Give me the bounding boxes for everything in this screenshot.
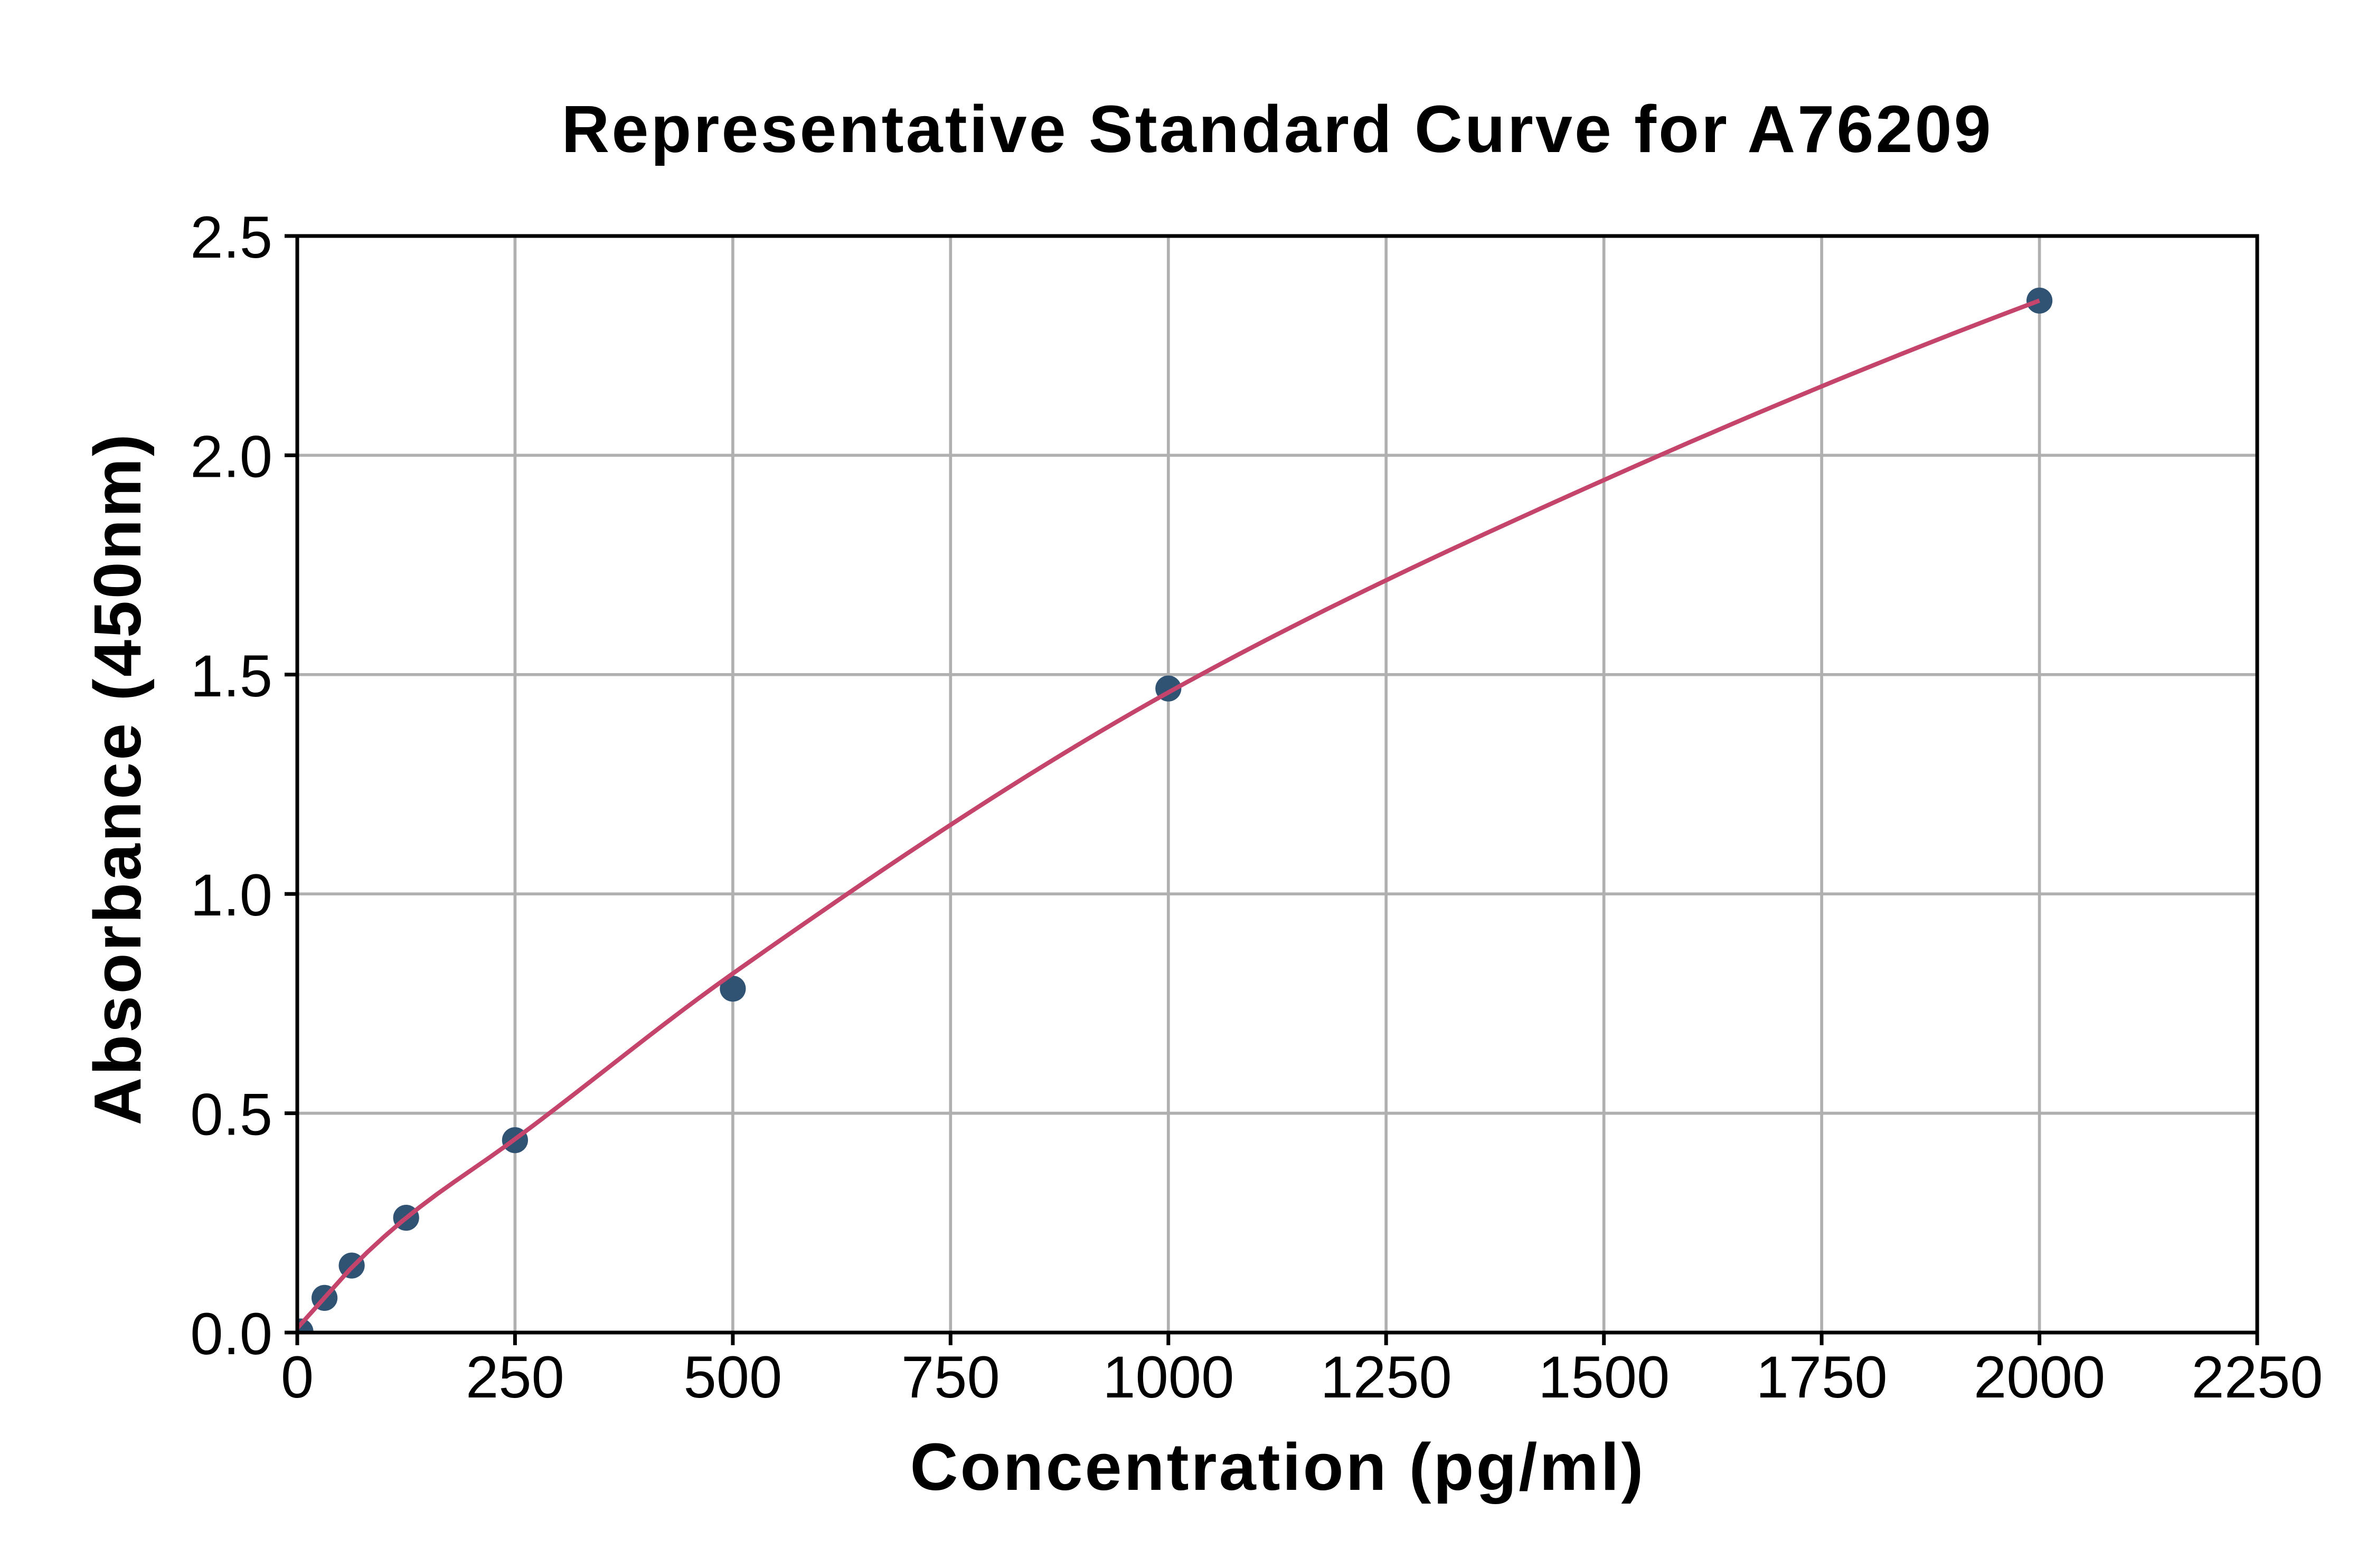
- svg-text:2000: 2000: [1974, 1344, 2105, 1410]
- svg-text:1000: 1000: [1102, 1344, 1234, 1410]
- svg-text:500: 500: [683, 1344, 782, 1410]
- svg-text:250: 250: [466, 1344, 564, 1410]
- svg-text:2250: 2250: [2191, 1344, 2323, 1410]
- svg-text:1500: 1500: [1538, 1344, 1670, 1410]
- svg-text:Absorbance (450nm): Absorbance (450nm): [80, 432, 155, 1126]
- svg-text:1.5: 1.5: [190, 643, 272, 709]
- svg-text:Concentration (pg/ml): Concentration (pg/ml): [910, 1430, 1646, 1504]
- svg-text:1750: 1750: [1756, 1344, 1888, 1410]
- svg-text:Representative Standard Curve: Representative Standard Curve for A76209: [561, 92, 1993, 166]
- svg-text:1.0: 1.0: [190, 862, 272, 928]
- svg-text:0.5: 0.5: [190, 1082, 272, 1148]
- svg-text:2.0: 2.0: [190, 423, 272, 489]
- svg-text:0.0: 0.0: [190, 1301, 272, 1367]
- svg-text:750: 750: [901, 1344, 1000, 1410]
- svg-text:0: 0: [281, 1344, 314, 1410]
- svg-text:2.5: 2.5: [190, 204, 272, 270]
- svg-text:1250: 1250: [1321, 1344, 1452, 1410]
